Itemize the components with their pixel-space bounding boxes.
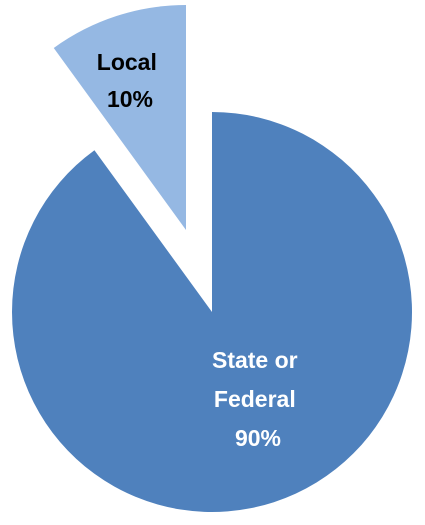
slice-label-local-name: Local [97,49,157,75]
slice-label-state-or-federal: State or Federal 90% [212,347,304,451]
slice-label-local-percent: 10% [107,86,153,112]
slice-label-state-line2: Federal [214,386,296,412]
slice-label-state-percent: 90% [235,425,281,451]
slice-label-state-line1: State or [212,347,298,373]
slice-label-local: Local 10% [97,49,163,112]
pie-slice-local [53,5,186,230]
pie-slice-state-or-federal [12,112,413,513]
